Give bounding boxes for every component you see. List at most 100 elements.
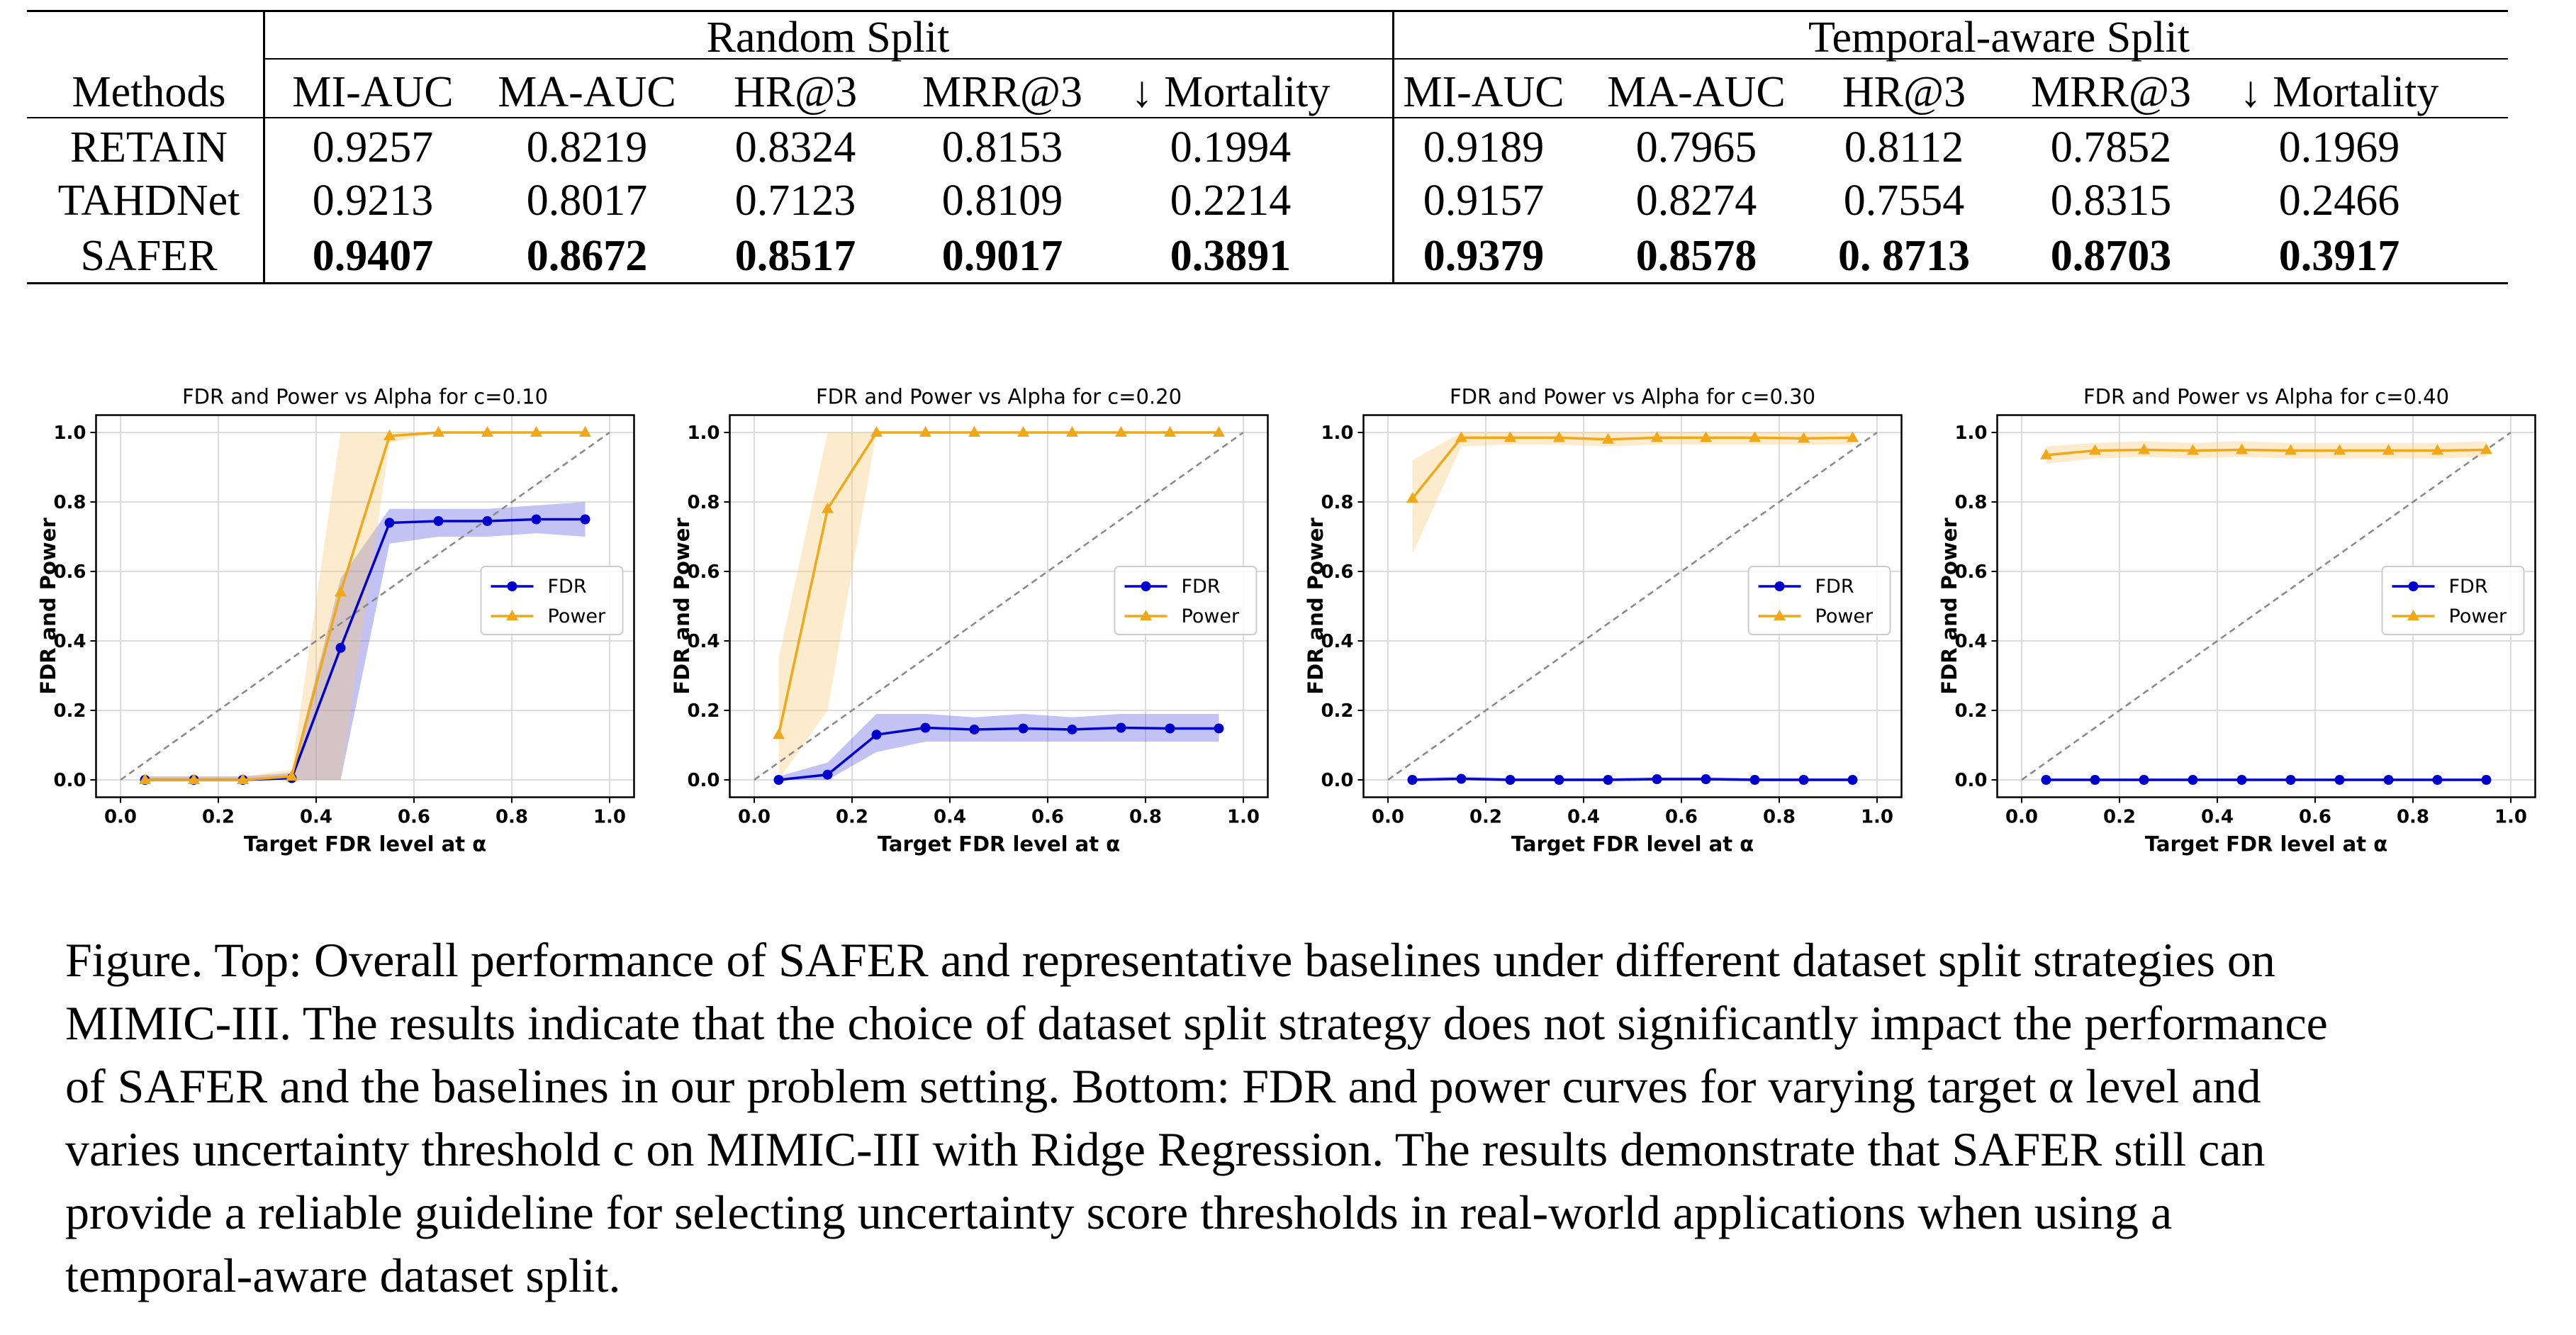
chart-svg: 0.0 0.2 0.4 0.6 0.8 1.0 0.0 0.2 0.4 0.6 0.8 1.0 FDR … — [1937, 385, 2536, 856]
value-cell: 0.8517 — [734, 232, 856, 280]
y-tick-label: 0.0 — [53, 770, 86, 791]
y-tick-label: 0.0 — [1321, 770, 1353, 791]
data-point-fdr — [1214, 723, 1224, 734]
data-point-power — [2382, 444, 2395, 455]
column-header-random-2: HR@3 — [733, 68, 858, 116]
legend-swatch-marker — [506, 610, 518, 620]
value-cell: 0.8153 — [941, 123, 1063, 172]
value-cell: 0.8219 — [526, 123, 648, 172]
data-point-power — [1553, 431, 1565, 442]
data-point-power — [2480, 443, 2492, 454]
data-point-power — [919, 426, 931, 437]
y-tick-label: 0.0 — [1954, 770, 1987, 791]
data-point-power — [188, 773, 200, 784]
data-point-power — [286, 770, 298, 781]
value-cell: 0.8324 — [734, 123, 856, 172]
chart-title: FDR and Power vs Alpha for c=0.40 — [2083, 385, 2449, 409]
column-header-random-3: MRR@3 — [922, 68, 1082, 116]
caption-line: of SAFER and the baselines in our proble… — [65, 1059, 2261, 1113]
value-cell: 0.7965 — [1635, 123, 1757, 172]
value-cell: 0.9407 — [312, 232, 434, 280]
data-point-fdr — [2139, 775, 2149, 785]
y-axis-label: FDR and Power — [670, 518, 694, 695]
data-point-fdr — [1798, 775, 1809, 785]
y-tick-label: 0.2 — [53, 700, 86, 722]
column-header-temporal-1: MA-AUC — [1607, 68, 1786, 116]
caption-line: temporal-aware dataset split. — [65, 1249, 621, 1302]
data-point-fdr — [1116, 722, 1126, 733]
legend-label-power: Power — [2449, 605, 2508, 627]
legend-swatch-marker — [507, 581, 517, 591]
data-point-power — [2187, 444, 2199, 455]
series-line-power — [2046, 448, 2487, 457]
chart-panel: 0.0 0.2 0.4 0.6 0.8 1.0 0.0 0.2 0.4 0.6 0.8 1.0 FDR … — [0, 383, 2576, 865]
y-tick-label: 0.4 — [687, 631, 719, 652]
confidence-band-fdr — [778, 713, 1219, 780]
table-vrule-methods — [263, 10, 265, 282]
y-tick-label: 0.6 — [687, 562, 719, 583]
data-point-fdr — [1701, 774, 1711, 785]
x-tick-label: 0.8 — [1763, 807, 1796, 828]
data-point-power — [773, 728, 785, 739]
legend-label-fdr: FDR — [548, 576, 587, 598]
data-point-power — [432, 426, 444, 437]
legend-label-power: Power — [1182, 605, 1241, 627]
figure-caption: Figure. Top: Overall performance of SAFE… — [65, 929, 2560, 1307]
x-axis-label: Target FDR level at α — [878, 832, 1120, 856]
column-header-methods: Methods — [72, 68, 226, 116]
y-tick-label: 0.4 — [1321, 631, 1353, 652]
data-point-power — [2236, 443, 2248, 454]
y-tick-label: 1.0 — [1321, 423, 1353, 444]
data-point-fdr — [1749, 775, 1760, 785]
data-point-power — [1504, 431, 1516, 442]
group-header-random: Random Split — [706, 13, 950, 62]
value-cell: 0.1969 — [2278, 123, 2400, 172]
data-point-fdr — [531, 514, 542, 525]
x-tick-label: 0.4 — [2201, 807, 2234, 828]
data-point-power — [2431, 444, 2443, 455]
value-cell: 0.8017 — [526, 177, 648, 225]
value-cell: 0.8672 — [526, 232, 648, 280]
caption-line: Figure. Top: Overall performance of SAFE… — [65, 933, 2275, 987]
chart-legend: FDR Power — [1747, 566, 1891, 635]
value-cell: 0.7852 — [2050, 123, 2172, 172]
data-point-fdr — [871, 730, 882, 740]
series-line-power — [777, 431, 1219, 735]
y-tick-label: 0.8 — [1954, 492, 1987, 513]
chart-c020: 0.0 0.2 0.4 0.6 0.8 1.0 0.0 0.2 0.4 0.6 0.8 1.0 FDR … — [662, 383, 1293, 865]
data-point-power — [1749, 431, 1761, 442]
data-point-power — [1602, 432, 1614, 444]
caption-line: provide a reliable guideline for selecti… — [65, 1185, 2173, 1239]
data-point-fdr — [1505, 775, 1516, 785]
value-cell: 0.1994 — [1170, 123, 1292, 172]
value-cell: 0.9017 — [941, 232, 1063, 280]
confidence-band-power — [778, 432, 1219, 780]
legend-swatch-marker — [1774, 581, 1785, 591]
method-cell: RETAIN — [69, 123, 228, 172]
data-point-fdr — [2188, 775, 2198, 785]
y-tick-label: 1.0 — [53, 423, 86, 444]
method-cell: TAHDNet — [57, 177, 240, 225]
x-tick-label: 0.6 — [1031, 807, 1064, 828]
data-point-power — [1406, 492, 1418, 503]
x-tick-label: 0.6 — [2299, 807, 2331, 828]
x-tick-label: 0.2 — [836, 807, 868, 828]
x-tick-label: 0.0 — [738, 807, 771, 828]
y-tick-label: 0.6 — [53, 562, 86, 583]
y-tick-label: 0.2 — [1321, 700, 1353, 722]
data-point-fdr — [2432, 775, 2443, 785]
legend-label-fdr: FDR — [2449, 576, 2488, 598]
x-tick-label: 0.4 — [934, 807, 966, 828]
data-point-power — [2040, 448, 2052, 459]
caption-line: varies uncertainty threshold c on MIMIC-… — [65, 1122, 2266, 1176]
column-header-random-1: MA-AUC — [498, 68, 676, 116]
data-point-fdr — [2481, 775, 2492, 785]
y-axis-label: FDR and Power — [1937, 518, 1961, 695]
value-cell: 0.9257 — [312, 123, 434, 172]
diagonal-reference-line — [2021, 431, 2511, 781]
chart-svg: 0.0 0.2 0.4 0.6 0.8 1.0 0.0 0.2 0.4 0.6 0.8 1.0 FDR … — [36, 385, 635, 856]
value-cell: 0.8578 — [1635, 232, 1757, 280]
data-point-power — [237, 773, 249, 784]
data-point-power — [1847, 431, 1859, 442]
value-cell: 0.2466 — [2278, 177, 2400, 225]
